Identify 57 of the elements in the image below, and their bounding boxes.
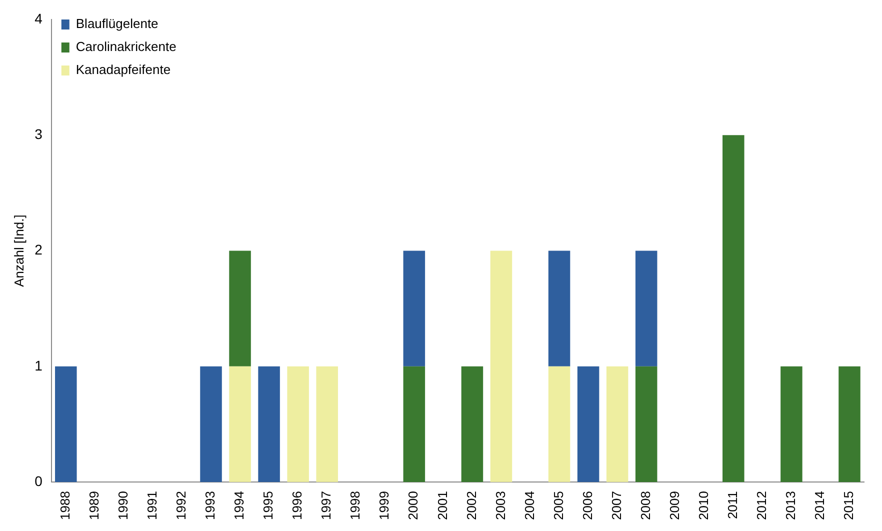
bar — [838, 366, 860, 482]
x-tick-label: 2007 — [608, 491, 624, 520]
x-tick-label: 1996 — [290, 491, 305, 520]
bar — [548, 366, 570, 482]
bar — [316, 366, 338, 482]
x-tick-label: 2005 — [550, 491, 566, 520]
x-tick-label: 2008 — [638, 491, 653, 520]
legend-label: Blauflügelente — [76, 16, 158, 32]
bar — [229, 250, 251, 366]
x-tick-label: 2004 — [522, 491, 537, 520]
bar — [606, 366, 628, 482]
y-tick-label: 1 — [34, 357, 43, 374]
y-tick-label: 4 — [34, 10, 43, 26]
x-tick-label: 1994 — [232, 491, 247, 520]
bar — [635, 250, 658, 366]
x-tick-label: 1995 — [260, 491, 276, 520]
x-tick-label: 2003 — [492, 491, 508, 520]
x-tick-label: 2015 — [841, 491, 856, 520]
x-tick-label: 1997 — [318, 491, 334, 520]
legend-label: Carolinakrickente — [76, 39, 176, 54]
bar — [635, 366, 658, 482]
x-tick-label: 2010 — [696, 491, 711, 520]
legend-label: Kanadapfeifente — [76, 62, 171, 78]
bar — [55, 366, 77, 482]
x-tick-label: 2006 — [580, 491, 595, 520]
bar — [200, 366, 222, 482]
x-tick-label: 2002 — [464, 491, 479, 520]
bar — [461, 366, 484, 482]
y-tick-label: 0 — [34, 472, 43, 489]
x-tick-label: 1990 — [116, 491, 131, 520]
x-tick-label: 1988 — [57, 491, 72, 520]
x-tick-label: 1999 — [376, 491, 392, 520]
x-tick-label: 1989 — [86, 491, 102, 520]
x-tick-label: 2011 — [724, 491, 740, 520]
bar — [258, 366, 280, 482]
y-axis-title: Anzahl [Ind.] — [11, 214, 26, 287]
x-tick-label: 2000 — [406, 491, 421, 520]
x-tick-label: 1998 — [348, 491, 363, 520]
bar — [287, 366, 309, 482]
bar — [403, 250, 426, 366]
bar — [403, 366, 426, 482]
y-tick-label: 3 — [34, 126, 43, 142]
bar — [780, 366, 802, 482]
x-tick-label: 2012 — [754, 491, 769, 520]
x-tick-label: 2014 — [812, 491, 828, 520]
bar — [229, 366, 251, 482]
bar — [722, 135, 744, 482]
y-tick-label: 2 — [34, 242, 43, 258]
x-tick-label: 1992 — [174, 491, 189, 520]
x-tick-label: 2009 — [666, 491, 682, 520]
x-tick-label: 1991 — [144, 491, 160, 520]
bar — [577, 366, 600, 482]
x-tick-label: 1993 — [202, 491, 218, 520]
bar — [548, 250, 570, 366]
x-tick-label: 2001 — [434, 491, 450, 520]
x-tick-label: 2013 — [783, 491, 798, 520]
bar — [490, 250, 512, 482]
